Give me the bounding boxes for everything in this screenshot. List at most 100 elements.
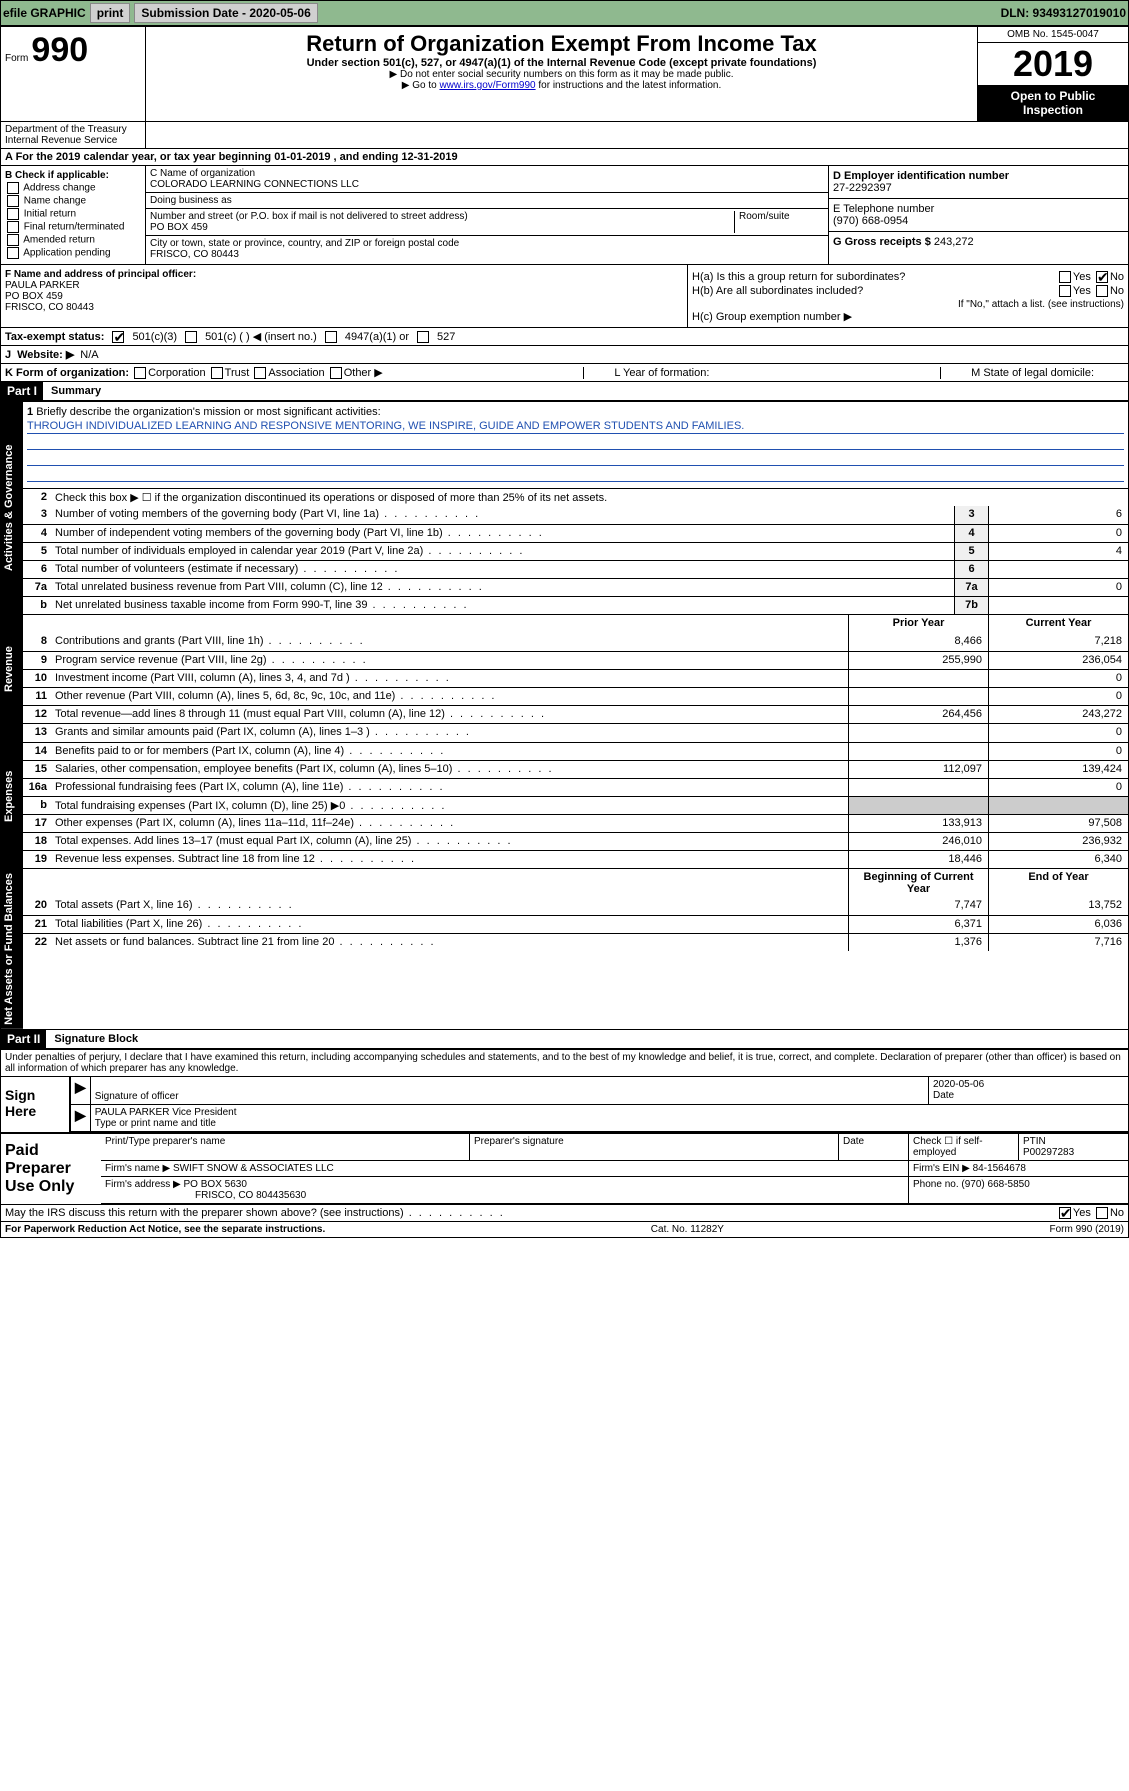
paid-preparer-section: Paid Preparer Use Only Print/Type prepar… [1, 1132, 1128, 1204]
governance-section: Activities & Governance 1 Briefly descri… [1, 401, 1128, 614]
state-domicile: M State of legal domicile: [940, 367, 1124, 379]
chk-initial-return[interactable]: Initial return [5, 208, 141, 220]
form-id-block: Form 990 [1, 27, 146, 121]
net-assets-section: Net Assets or Fund Balances Beginning of… [1, 868, 1128, 1029]
firm-name: SWIFT SNOW & ASSOCIATES LLC [173, 1163, 334, 1174]
gross-label: G Gross receipts $ [833, 236, 931, 248]
part2-tag: Part II [1, 1030, 46, 1048]
preparer-name-hdr: Print/Type preparer's name [101, 1134, 469, 1160]
expense-row: 18Total expenses. Add lines 13–17 (must … [23, 832, 1128, 850]
gov-row: bNet unrelated business taxable income f… [23, 596, 1128, 614]
gov-row: 5Total number of individuals employed in… [23, 542, 1128, 560]
mission-block: 1 Briefly describe the organization's mi… [23, 402, 1128, 488]
goto-note: ▶ Go to www.irs.gov/Form990 for instruct… [152, 80, 971, 91]
name-address-block: C Name of organization COLORADO LEARNING… [146, 166, 828, 264]
revenue-row: 9Program service revenue (Part VIII, lin… [23, 651, 1128, 669]
part1-header: Part I Summary [1, 381, 1128, 401]
part1-title: Summary [43, 385, 101, 397]
net-row: 20Total assets (Part X, line 16)7,74713,… [23, 897, 1128, 915]
self-employed-chk[interactable]: Check ☐ if self-employed [908, 1134, 1018, 1160]
form-990-page: Form 990 Return of Organization Exempt F… [0, 26, 1129, 1238]
sidebar-expenses: Expenses [1, 724, 23, 868]
part1-tag: Part I [1, 382, 43, 400]
chk-final-return[interactable]: Final return/terminated [5, 221, 141, 233]
k-l-m-line: K Form of organization: Corporation Trus… [1, 363, 1128, 381]
arrow-icon: ▶ [71, 1105, 90, 1131]
addr-value: PO BOX 459 [150, 222, 734, 233]
dept-block: Department of the Treasury Internal Reve… [1, 122, 146, 148]
officer-addr2: FRISCO, CO 80443 [5, 302, 683, 313]
hb-note: If "No," attach a list. (see instruction… [692, 299, 1124, 310]
firm-phone: (970) 668-5850 [961, 1179, 1029, 1190]
expense-row: 14Benefits paid to or for members (Part … [23, 742, 1128, 760]
officer-addr1: PO BOX 459 [5, 291, 683, 302]
form-number: 990 [31, 31, 88, 69]
chk-address-change[interactable]: Address change [5, 182, 141, 194]
discuss-yes-check [1059, 1207, 1071, 1219]
dln-label: DLN: 93493127019010 [1001, 6, 1126, 20]
org-name-label: C Name of organization [150, 168, 824, 179]
submission-date-button[interactable]: Submission Date - 2020-05-06 [134, 3, 317, 23]
sidebar-revenue: Revenue [1, 615, 23, 723]
phone-label: E Telephone number [833, 203, 1124, 215]
hb-label: H(b) Are all subordinates included? [692, 285, 863, 297]
part2-title: Signature Block [46, 1033, 138, 1045]
expense-row: 17Other expenses (Part IX, column (A), l… [23, 814, 1128, 832]
firm-addr2: FRISCO, CO 804435630 [105, 1190, 904, 1201]
sig-name: PAULA PARKER Vice President [95, 1107, 1124, 1118]
chk-amended[interactable]: Amended return [5, 234, 141, 246]
expense-row: bTotal fundraising expenses (Part IX, co… [23, 796, 1128, 814]
expense-row: 13Grants and similar amounts paid (Part … [23, 724, 1128, 742]
gov-row: 4Number of independent voting members of… [23, 524, 1128, 542]
ein-label: D Employer identification number [833, 170, 1124, 182]
city-label: City or town, state or province, country… [150, 238, 824, 249]
city-value: FRISCO, CO 80443 [150, 249, 824, 260]
efile-topbar: efile GRAPHIC print Submission Date - 20… [0, 0, 1129, 26]
form-title: Return of Organization Exempt From Incom… [152, 31, 971, 57]
year-formation: L Year of formation: [583, 367, 739, 379]
expense-row: 15Salaries, other compensation, employee… [23, 760, 1128, 778]
form-word: Form [5, 53, 28, 64]
gov-row: 3Number of voting members of the governi… [23, 506, 1128, 524]
revenue-row: 10Investment income (Part VIII, column (… [23, 669, 1128, 687]
sidebar-net: Net Assets or Fund Balances [1, 869, 23, 1029]
arrow-icon: ▶ [71, 1077, 90, 1104]
title-block: Return of Organization Exempt From Incom… [146, 27, 978, 121]
ein-value: 27-2292397 [833, 182, 1124, 194]
dba-label: Doing business as [150, 195, 824, 206]
print-button[interactable]: print [90, 3, 131, 23]
ha-label: H(a) Is this a group return for subordin… [692, 271, 905, 283]
discuss-line: May the IRS discuss this return with the… [1, 1204, 1128, 1221]
officer-block: F Name and address of principal officer:… [1, 265, 688, 327]
sig-officer-label: Signature of officer [95, 1091, 924, 1102]
website-line: J Website: ▶ N/A [1, 345, 1128, 363]
addr-label: Number and street (or P.O. box if mail i… [150, 211, 734, 222]
hc-label: H(c) Group exemption number ▶ [692, 310, 1124, 323]
preparer-date-hdr: Date [838, 1134, 908, 1160]
ssn-note: ▶ Do not enter social security numbers o… [152, 69, 971, 80]
line2-desc: Check this box ▶ ☐ if the organization d… [51, 489, 1128, 506]
ptin-value: P00297283 [1023, 1147, 1124, 1158]
firm-addr1: PO BOX 5630 [184, 1179, 247, 1190]
paid-label: Paid Preparer Use Only [1, 1134, 101, 1204]
sign-here-label: Sign Here [1, 1077, 71, 1132]
tax-exempt-line: Tax-exempt status: 501(c)(3) 501(c) ( ) … [1, 327, 1128, 345]
officer-name: PAULA PARKER [5, 280, 683, 291]
gross-value: 243,272 [934, 236, 974, 248]
group-return-block: H(a) Is this a group return for subordin… [688, 265, 1128, 327]
revenue-row: 11Other revenue (Part VIII, column (A), … [23, 687, 1128, 705]
page-footer: For Paperwork Reduction Act Notice, see … [1, 1221, 1128, 1237]
penalty-text: Under penalties of perjury, I declare th… [1, 1049, 1128, 1076]
ein-phone-block: D Employer identification number 27-2292… [828, 166, 1128, 264]
chk-name-change[interactable]: Name change [5, 195, 141, 207]
part2-header: Part II Signature Block [1, 1029, 1128, 1049]
expense-row: 16aProfessional fundraising fees (Part I… [23, 778, 1128, 796]
section-b-c-d-e: B Check if applicable: Address change Na… [1, 165, 1128, 264]
expense-row: 19Revenue less expenses. Subtract line 1… [23, 850, 1128, 868]
irs-link[interactable]: www.irs.gov/Form990 [439, 80, 535, 91]
omb-number: OMB No. 1545-0047 [978, 27, 1128, 43]
signature-section: Sign Here ▶ Signature of officer 2020-05… [1, 1076, 1128, 1132]
open-public-badge: Open to Public Inspection [978, 85, 1128, 121]
website-value: N/A [80, 349, 98, 361]
chk-app-pending[interactable]: Application pending [5, 247, 141, 259]
